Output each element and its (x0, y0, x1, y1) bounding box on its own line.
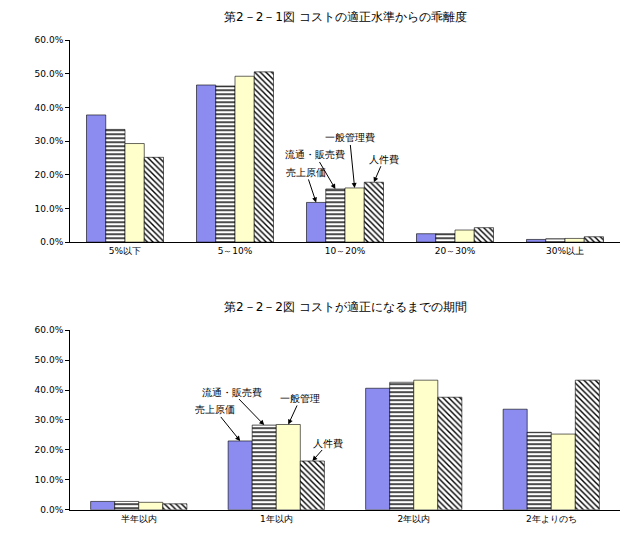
svg-text:50.0%: 50.0% (35, 355, 64, 365)
svg-text:2年よりのち: 2年よりのち (526, 514, 577, 524)
svg-text:1年以内: 1年以内 (260, 514, 293, 524)
svg-text:10.0%: 10.0% (35, 475, 64, 485)
svg-text:5～10%: 5～10% (218, 246, 253, 256)
svg-text:第2－2－1図 コストの適正水準からの乖離度: 第2－2－1図 コストの適正水準からの乖離度 (224, 10, 467, 24)
svg-text:2年以内: 2年以内 (397, 514, 430, 524)
svg-text:60.0%: 60.0% (35, 35, 64, 45)
svg-text:20～30%: 20～30% (435, 246, 476, 256)
svg-text:50.0%: 50.0% (35, 69, 64, 79)
svg-text:人件費: 人件費 (313, 438, 343, 449)
svg-text:40.0%: 40.0% (35, 103, 64, 113)
svg-text:10.0%: 10.0% (35, 204, 64, 214)
svg-text:一般管理: 一般管理 (280, 393, 320, 404)
svg-text:売上原価: 売上原価 (195, 404, 235, 415)
svg-text:20.0%: 20.0% (35, 445, 64, 455)
svg-text:人件費: 人件費 (369, 154, 399, 165)
svg-text:第2－2－2図 コストが適正になるまでの期間: 第2－2－2図 コストが適正になるまでの期間 (224, 300, 467, 314)
svg-text:30.0%: 30.0% (35, 136, 64, 146)
svg-text:半年以内: 半年以内 (121, 514, 157, 524)
svg-text:流通・販売費: 流通・販売費 (202, 387, 262, 398)
svg-text:0.0%: 0.0% (40, 237, 63, 247)
svg-text:売上原価: 売上原価 (286, 167, 326, 178)
svg-text:5%以下: 5%以下 (109, 246, 141, 256)
svg-text:20.0%: 20.0% (35, 170, 64, 180)
svg-text:流通・販売費: 流通・販売費 (285, 149, 345, 160)
svg-text:40.0%: 40.0% (35, 385, 64, 395)
svg-text:30%以上: 30%以上 (546, 246, 584, 256)
svg-text:60.0%: 60.0% (35, 325, 64, 335)
svg-text:30.0%: 30.0% (35, 415, 64, 425)
svg-text:10～20%: 10～20% (325, 246, 366, 256)
svg-text:0.0%: 0.0% (40, 505, 63, 515)
svg-text:一般管理費: 一般管理費 (325, 132, 375, 143)
